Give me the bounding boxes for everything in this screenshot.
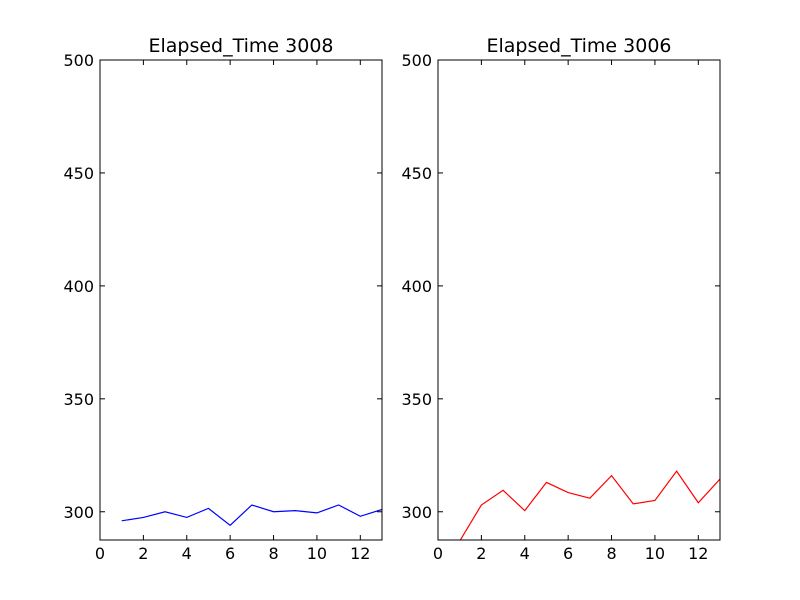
- x-tick-label: 10: [645, 544, 665, 563]
- y-tick-label: 350: [401, 390, 432, 409]
- series-line-1-1: [121, 504, 382, 527]
- x-tick-label: 8: [606, 544, 616, 563]
- y-tick-label: 300: [63, 503, 94, 522]
- chart-title: Elapsed_Time 3006: [486, 35, 671, 57]
- y-tick-label: 450: [63, 164, 94, 183]
- series-line-2-1: [459, 470, 720, 540]
- plot-frame: [99, 59, 383, 541]
- x-tick-label: 10: [307, 544, 327, 563]
- chart-title: Elapsed_Time 3008: [148, 35, 333, 57]
- x-tick-label: 12: [350, 544, 370, 563]
- plot-frame: [437, 59, 721, 541]
- x-tick-label: 12: [688, 544, 708, 563]
- x-tick-label: 4: [520, 544, 530, 563]
- x-tick-label: 4: [182, 544, 192, 563]
- chart-panel-2: 0 2 4 6 8 10 12 300 350 400 450 500 Elapsed_Time 300…: [401, 35, 721, 563]
- chart-panel-1: 0 2 4 6 8 10 12 300 350 400 450 500 Elapsed_Time 300…: [63, 35, 383, 563]
- x-tick-label: 6: [225, 544, 235, 563]
- y-tick-label: 500: [401, 51, 432, 70]
- y-tick-label: 400: [401, 277, 432, 296]
- x-tick-label: 0: [95, 544, 105, 563]
- x-tick-label: 2: [138, 544, 148, 563]
- x-tick-label: 2: [476, 544, 486, 563]
- y-tick-label: 400: [63, 277, 94, 296]
- x-tick-label: 6: [563, 544, 573, 563]
- y-tick-label: 350: [63, 390, 94, 409]
- x-tick-label: 8: [268, 544, 278, 563]
- x-tick-label: 0: [433, 544, 443, 563]
- y-tick-label: 450: [401, 164, 432, 183]
- y-tick-label: 300: [401, 503, 432, 522]
- y-tick-label: 500: [63, 51, 94, 70]
